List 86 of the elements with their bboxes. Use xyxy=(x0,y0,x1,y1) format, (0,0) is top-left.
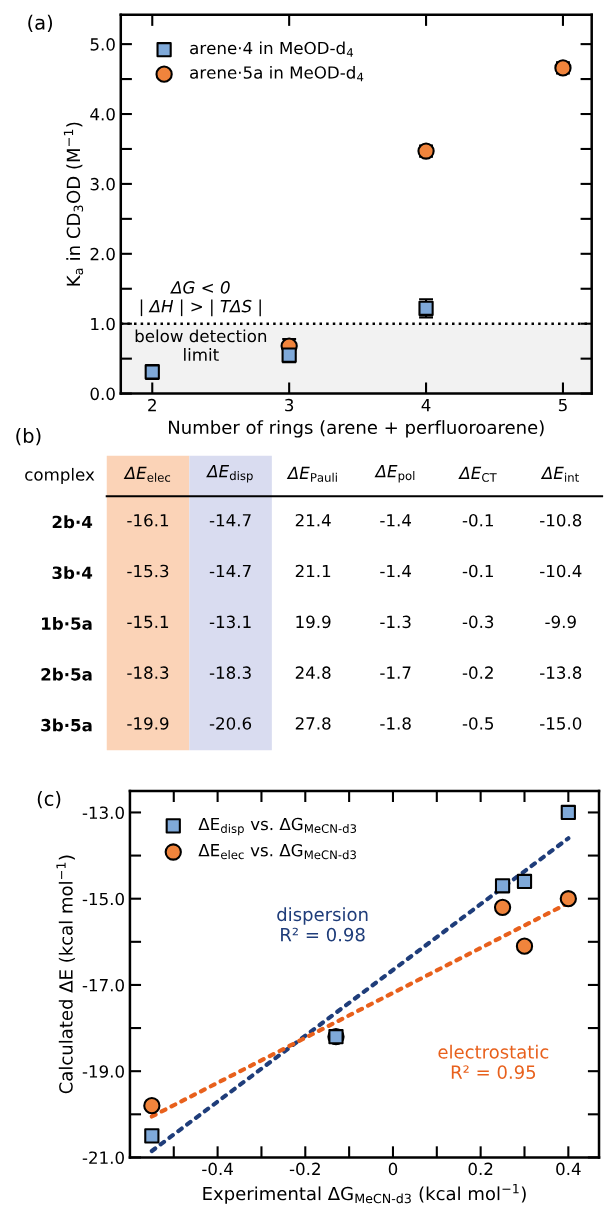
legend-label: ΔE$_{disp}$ vs. ΔG$_{MeCN-d3}$ xyxy=(198,817,357,836)
x-tick-label: -0.4 xyxy=(202,1162,233,1176)
data-label: -1.8 xyxy=(380,717,411,730)
y-axis-title: Calculated ΔE (kcal mol$^{−1}$) xyxy=(56,855,75,1094)
y-tick-label: -15.0 xyxy=(82,892,124,906)
x-tick-label: ΔE$_{Pauli}$ xyxy=(286,466,337,482)
data-label: -1.4 xyxy=(380,564,412,578)
y-tick-label: 3b·4 xyxy=(52,566,93,580)
data-label: -13.1 xyxy=(209,615,251,629)
x-tick-label: ΔE$_{int}$ xyxy=(540,466,579,482)
x-tick-label: 2 xyxy=(148,398,156,412)
point xyxy=(494,878,511,894)
chart-title: (a) xyxy=(28,14,53,33)
data-label: -15.3 xyxy=(127,564,169,578)
data-label: 24.8 xyxy=(295,666,331,679)
data-label: -1.7 xyxy=(380,666,411,679)
x-tick-label: 3 xyxy=(285,398,294,412)
y-tick-label: 5.0 xyxy=(90,38,115,51)
y-axis-title: complex xyxy=(25,467,95,485)
x-axis-title: Experimental ΔG$_{MeCN-d3}$ (kcal mol$^{−1}$) xyxy=(203,1183,526,1204)
data-label: -0.2 xyxy=(462,666,493,679)
point xyxy=(559,890,577,908)
data-label: -19.9 xyxy=(127,717,169,730)
y-tick-label: 3.0 xyxy=(90,177,115,191)
data-label: -0.1 xyxy=(462,564,493,578)
annotation: electrostatic R² = 0.95 xyxy=(438,1044,549,1079)
y-tick-label: 4.0 xyxy=(90,107,115,121)
point xyxy=(515,937,534,955)
y-tick-label: -17.0 xyxy=(82,978,124,992)
point xyxy=(281,347,297,363)
data-label: -15.1 xyxy=(127,615,169,629)
data-label: -13.8 xyxy=(540,666,582,679)
legend-label: ΔE$_{elec}$ vs. ΔG$_{MeCN-d3}$ xyxy=(198,843,356,860)
x-tick-label: 4 xyxy=(421,398,431,412)
y-tick-label: 1.0 xyxy=(91,317,115,331)
data-label: -18.3 xyxy=(209,666,251,679)
data-label: -0.1 xyxy=(462,513,493,527)
point xyxy=(560,804,576,821)
y-tick-label: 3b·5a xyxy=(41,718,92,732)
data-label: -10.8 xyxy=(540,513,582,527)
y-tick-label: 2.0 xyxy=(90,247,115,261)
y-axis-title: K$_{a}$ in CD$_{3}$OD (M$^{−1}$) xyxy=(63,122,84,286)
y-tick-label: -21.0 xyxy=(82,1151,124,1164)
x-tick-label: 0 xyxy=(388,1162,398,1176)
data-label: 21.1 xyxy=(295,564,331,578)
x-tick-label: 0.2 xyxy=(468,1162,493,1176)
data-label: -14.7 xyxy=(209,514,251,527)
y-tick-label: -13.0 xyxy=(82,806,124,820)
data-label: -15.0 xyxy=(540,717,582,730)
data-label: 27.8 xyxy=(295,717,331,730)
x-tick-label: ΔE$_{disp}$ xyxy=(206,465,253,483)
y-tick-label: 1b·5a xyxy=(42,616,92,630)
data-label: -0.3 xyxy=(462,615,494,629)
point xyxy=(516,873,533,890)
x-tick-label: ΔE$_{elec}$ xyxy=(123,466,171,482)
x-tick-label: -0.2 xyxy=(289,1162,320,1176)
y-tick-label: 2b·4 xyxy=(52,515,93,529)
x-tick-label: 0.4 xyxy=(556,1162,581,1176)
y-tick-label: 2b·5a xyxy=(41,667,92,681)
data-label: 19.9 xyxy=(296,615,331,629)
data-label: -16.1 xyxy=(127,513,169,527)
data-label: -9.9 xyxy=(545,615,576,629)
data-label: -14.7 xyxy=(209,564,251,578)
point xyxy=(493,898,512,916)
data-label: -10.4 xyxy=(540,564,582,578)
x-tick-label: 5 xyxy=(558,398,567,412)
data-label: -1.3 xyxy=(380,615,411,629)
point xyxy=(143,1097,161,1115)
point xyxy=(144,1128,160,1144)
x-tick-label: ΔE$_{pol}$ xyxy=(374,465,415,483)
annotation: dispersion R² = 0.98 xyxy=(277,907,368,942)
data-label: -1.4 xyxy=(380,514,412,527)
legend-label: arene·4 in MeOD-d$_{4}$ xyxy=(190,41,354,57)
y-tick-label: 0.0 xyxy=(90,387,115,401)
ref-line-label: ΔG < 0 | ΔH | > | TΔS | xyxy=(140,281,261,317)
data-label: -18.3 xyxy=(127,666,169,679)
chart-title: (b) xyxy=(16,427,41,446)
band-label: below detection limit xyxy=(135,329,267,361)
x-tick-label: ΔE$_{CT}$ xyxy=(458,466,497,482)
data-label: 21.4 xyxy=(295,513,331,527)
legend-label: arene·5a in MeOD-d$_{4}$ xyxy=(190,65,364,82)
y-tick-label: -19.0 xyxy=(82,1065,124,1078)
data-label: -0.5 xyxy=(462,717,494,730)
x-axis-title: Number of rings (arene + perfluoroarene) xyxy=(169,420,544,438)
chart-title: (c) xyxy=(37,790,61,809)
data-label: -20.6 xyxy=(209,717,252,730)
